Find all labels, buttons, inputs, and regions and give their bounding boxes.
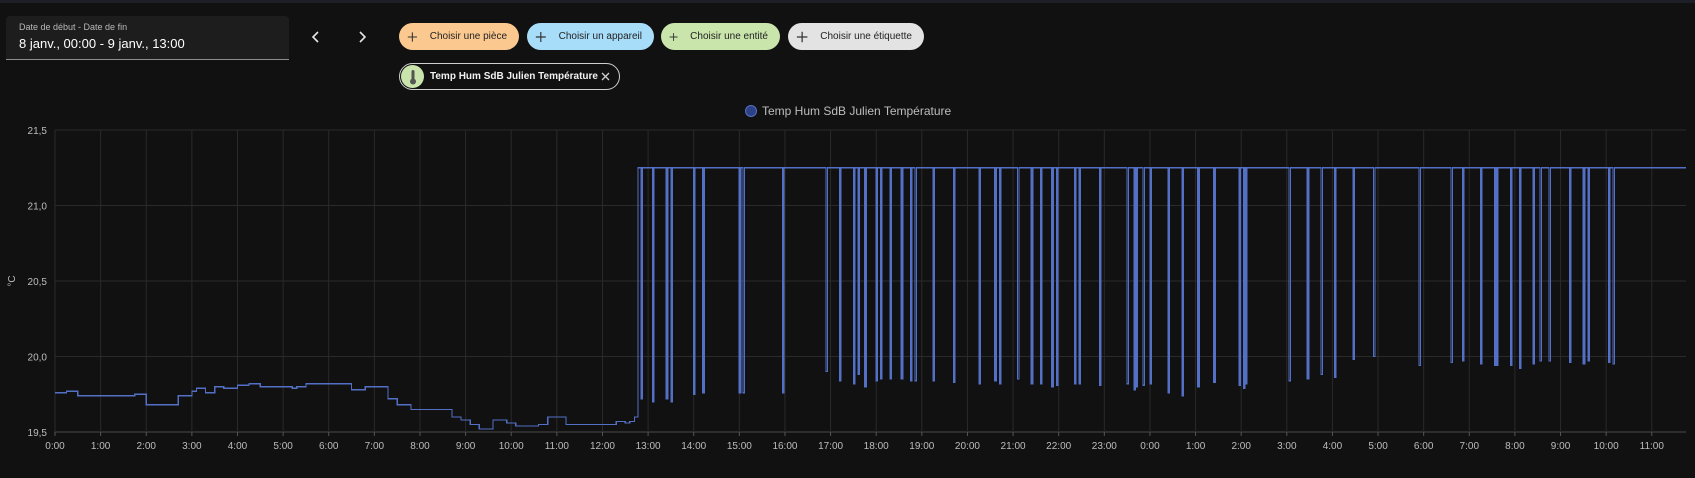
x-tick-label: 19:00 <box>909 441 934 452</box>
y-tick-label: 20,0 <box>28 353 48 364</box>
choose-area-label: Choisir une pièce <box>429 31 507 42</box>
choose-device-button[interactable]: Choisir un appareil <box>527 23 654 50</box>
selected-entity-chip[interactable]: Temp Hum SdB Julien Température <box>399 63 620 90</box>
top-divider <box>0 0 1695 3</box>
x-tick-label: 16:00 <box>772 441 797 452</box>
x-tick-label: 3:00 <box>1277 441 1297 452</box>
x-tick-label: 23:00 <box>1092 441 1117 452</box>
x-tick-label: 11:00 <box>1640 441 1665 452</box>
x-tick-label: 5:00 <box>273 441 293 452</box>
previous-period-button[interactable] <box>304 25 328 49</box>
x-tick-label: 10:00 <box>1594 441 1619 452</box>
thermometer-icon <box>401 65 424 88</box>
chart-legend-item[interactable]: Temp Hum SdB Julien Température <box>745 103 951 119</box>
x-tick-label: 3:00 <box>182 441 202 452</box>
y-tick-label: 19,5 <box>28 428 48 439</box>
x-tick-label: 7:00 <box>365 441 385 452</box>
y-axis-label: °C <box>7 275 18 286</box>
x-tick-label: 18:00 <box>864 441 889 452</box>
x-tick-label: 5:00 <box>1368 441 1388 452</box>
x-tick-label: 10:00 <box>499 441 524 452</box>
x-tick-label: 12:00 <box>590 441 615 452</box>
y-tick-label: 21,0 <box>28 202 48 213</box>
y-tick-label: 20,5 <box>28 277 48 288</box>
x-tick-label: 4:00 <box>1323 441 1343 452</box>
plus-icon <box>535 31 546 42</box>
date-range-value: 8 janv., 00:00 - 9 janv., 13:00 <box>19 36 185 51</box>
x-tick-label: 6:00 <box>319 441 339 452</box>
choose-area-button[interactable]: Choisir une pièce <box>399 23 519 50</box>
plus-icon <box>669 32 678 41</box>
selected-entity-name: Temp Hum SdB Julien Température <box>430 71 598 82</box>
x-tick-label: 20:00 <box>955 441 980 452</box>
x-tick-label: 9:00 <box>456 441 476 452</box>
x-tick-label: 13:00 <box>636 441 661 452</box>
x-tick-label: 9:00 <box>1551 441 1571 452</box>
x-tick-label: 4:00 <box>228 441 248 452</box>
choose-label-label: Choisir une étiquette <box>820 31 912 42</box>
x-tick-label: 21:00 <box>1001 441 1026 452</box>
x-tick-label: 17:00 <box>818 441 843 452</box>
date-range-label: Date de début - Date de fin <box>19 22 128 32</box>
chevron-right-icon <box>359 31 367 43</box>
date-range-picker[interactable]: Date de début - Date de fin 8 janv., 00:… <box>6 16 289 60</box>
choose-entity-button[interactable]: Choisir une entité <box>661 23 780 50</box>
x-tick-label: 2:00 <box>1231 441 1251 452</box>
plus-icon <box>407 31 417 42</box>
choose-entity-label: Choisir une entité <box>690 31 768 42</box>
x-tick-label: 1:00 <box>91 441 111 452</box>
chevron-left-icon <box>311 31 319 43</box>
choose-label-button[interactable]: Choisir une étiquette <box>788 23 924 50</box>
x-tick-label: 0:00 <box>1140 441 1160 452</box>
x-tick-label: 8:00 <box>410 441 430 452</box>
x-tick-label: 1:00 <box>1186 441 1206 452</box>
next-period-button[interactable] <box>350 25 374 49</box>
legend-label: Temp Hum SdB Julien Température <box>762 104 952 118</box>
plus-icon <box>796 31 808 42</box>
choose-device-label: Choisir un appareil <box>558 31 642 42</box>
x-tick-label: 7:00 <box>1460 441 1480 452</box>
x-tick-label: 14:00 <box>681 441 706 452</box>
x-tick-label: 2:00 <box>137 441 157 452</box>
y-tick-label: 21,5 <box>28 126 48 137</box>
x-tick-label: 0:00 <box>45 441 65 452</box>
x-tick-label: 6:00 <box>1414 441 1434 452</box>
series-line-temperature <box>55 167 1686 430</box>
legend-marker <box>745 105 757 117</box>
x-tick-label: 11:00 <box>545 441 570 452</box>
close-icon[interactable] <box>600 71 611 82</box>
x-tick-label: 8:00 <box>1505 441 1525 452</box>
x-tick-label: 15:00 <box>727 441 752 452</box>
x-tick-label: 22:00 <box>1046 441 1071 452</box>
